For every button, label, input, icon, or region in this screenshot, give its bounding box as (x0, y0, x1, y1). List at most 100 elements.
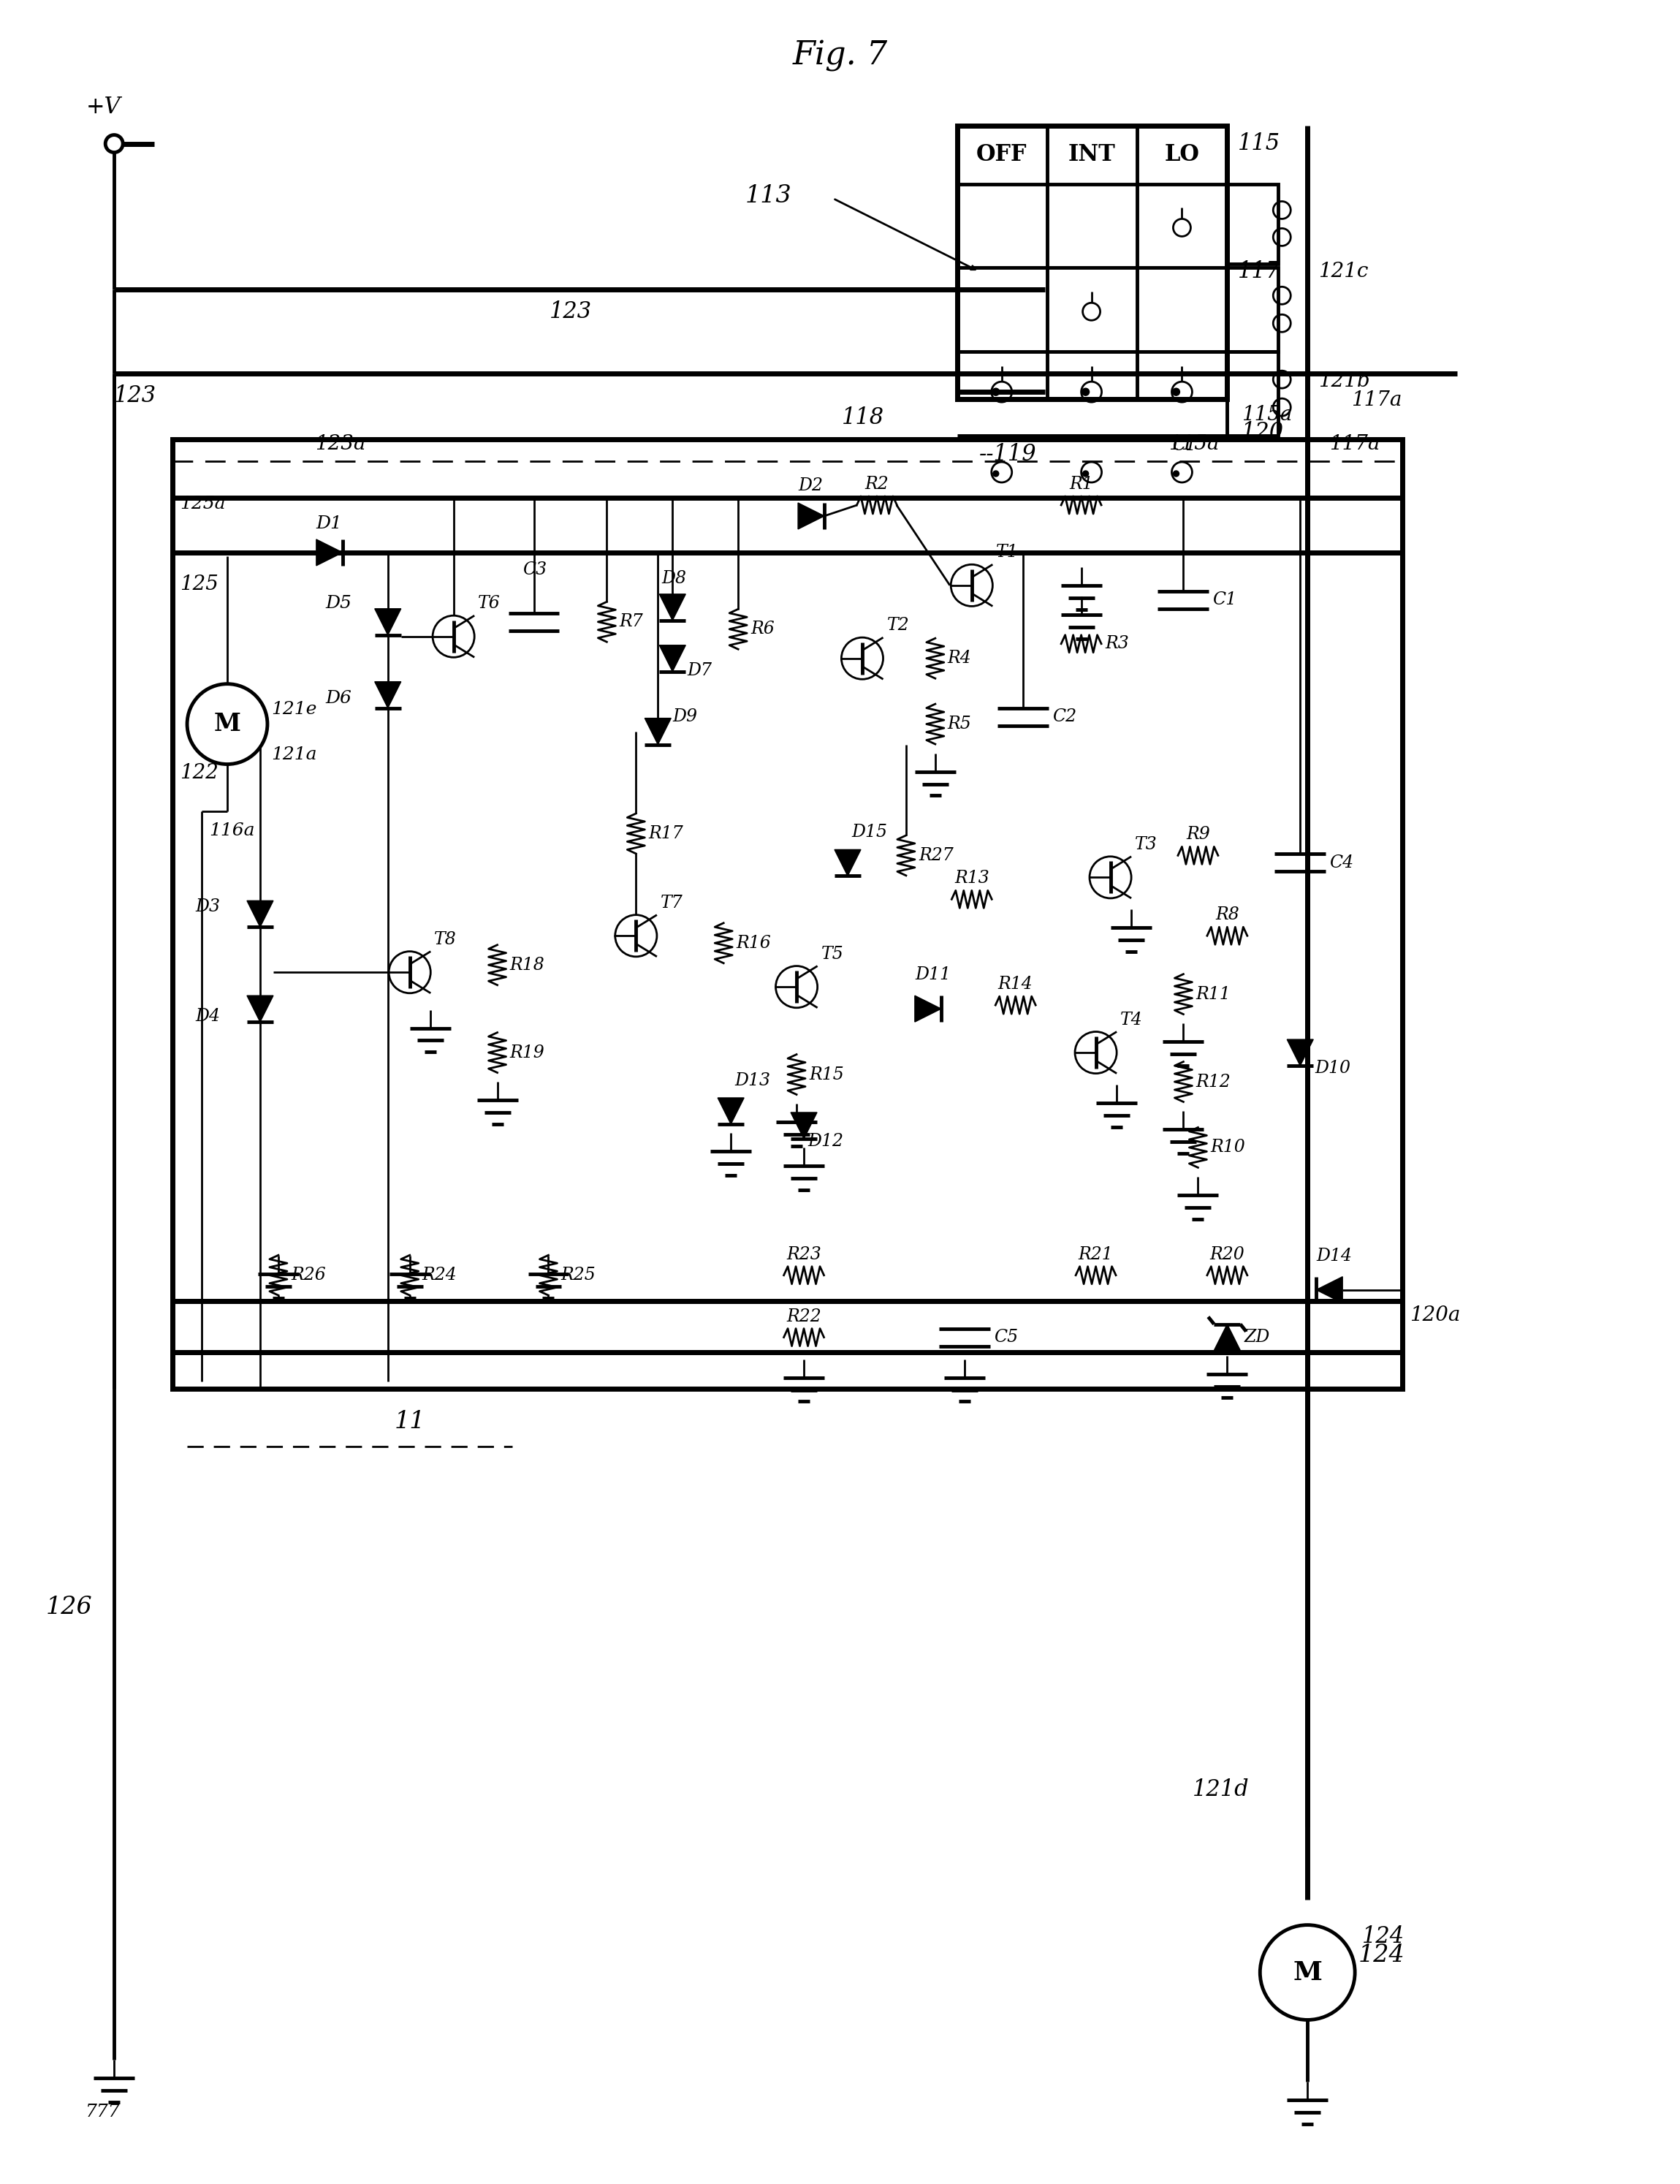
Text: --119: --119 (979, 443, 1037, 465)
Polygon shape (1215, 1324, 1240, 1350)
Text: R1: R1 (1068, 476, 1094, 494)
Text: 124: 124 (1362, 1924, 1404, 1948)
Text: 121b: 121b (1319, 371, 1369, 391)
Text: T6: T6 (479, 594, 501, 612)
Text: M: M (1294, 1959, 1322, 1985)
Text: D12: D12 (808, 1133, 843, 1149)
Text: R7: R7 (620, 614, 643, 631)
Text: D2: D2 (798, 478, 823, 494)
Text: R8: R8 (1215, 906, 1240, 924)
Text: 120a: 120a (1410, 1306, 1460, 1326)
Text: 121c: 121c (1319, 262, 1369, 282)
Text: LO: LO (1164, 144, 1200, 166)
Text: R5: R5 (948, 716, 971, 732)
Text: 120: 120 (1242, 422, 1284, 443)
Polygon shape (659, 594, 685, 620)
Polygon shape (247, 900, 274, 926)
Text: T1: T1 (996, 544, 1018, 561)
Text: R11: R11 (1196, 985, 1231, 1002)
Text: R4: R4 (948, 651, 971, 666)
Polygon shape (316, 539, 343, 566)
Circle shape (1082, 472, 1089, 476)
Text: R16: R16 (736, 935, 771, 952)
Text: 115: 115 (1238, 133, 1280, 155)
Text: M: M (213, 712, 240, 736)
Text: D9: D9 (672, 708, 697, 725)
Polygon shape (791, 1112, 816, 1138)
Text: R9: R9 (1186, 826, 1210, 843)
Text: OFF: OFF (976, 144, 1026, 166)
Bar (1226, 269, 1278, 352)
Text: 123: 123 (549, 301, 591, 323)
Text: R22: R22 (786, 1308, 822, 1326)
Text: C1: C1 (1173, 437, 1196, 454)
Text: R6: R6 (751, 620, 774, 638)
Text: D15: D15 (852, 823, 887, 841)
Text: R24: R24 (422, 1267, 457, 1284)
Polygon shape (375, 609, 402, 636)
Polygon shape (247, 996, 274, 1022)
Text: ZD: ZD (1243, 1328, 1270, 1345)
Text: R15: R15 (810, 1066, 843, 1083)
Text: T7: T7 (660, 895, 684, 911)
Text: D1: D1 (316, 515, 343, 533)
Polygon shape (798, 502, 825, 529)
Text: R21: R21 (1079, 1247, 1114, 1262)
Text: R26: R26 (291, 1267, 326, 1284)
Text: 117: 117 (1238, 260, 1280, 282)
Text: 125a: 125a (180, 496, 225, 513)
Polygon shape (375, 681, 402, 708)
Text: D7: D7 (687, 662, 712, 679)
Text: 118: 118 (842, 406, 884, 428)
Text: R10: R10 (1210, 1140, 1245, 1155)
Text: R13: R13 (954, 869, 990, 887)
Text: C3: C3 (522, 561, 548, 579)
Text: R20: R20 (1210, 1247, 1245, 1262)
Text: 121d: 121d (1193, 1778, 1250, 1802)
Text: R23: R23 (786, 1247, 822, 1262)
Text: C1: C1 (1213, 592, 1236, 609)
Text: R18: R18 (509, 957, 544, 974)
Polygon shape (916, 996, 941, 1022)
Text: 115a: 115a (1242, 404, 1292, 424)
Text: 124: 124 (1359, 1944, 1404, 1966)
Text: T8: T8 (433, 930, 457, 948)
Text: R2: R2 (865, 476, 889, 494)
Text: D13: D13 (734, 1072, 771, 1090)
Bar (1226, 183, 1278, 264)
Text: T4: T4 (1121, 1011, 1142, 1029)
Text: C5: C5 (993, 1328, 1018, 1345)
Text: 121e: 121e (270, 701, 316, 719)
Polygon shape (659, 644, 685, 670)
Circle shape (1173, 472, 1179, 476)
Polygon shape (1315, 1278, 1342, 1304)
Bar (958, 124, 1226, 400)
Text: 117a: 117a (1329, 435, 1379, 454)
Polygon shape (717, 1099, 744, 1125)
Text: C2: C2 (1052, 708, 1077, 725)
Text: R27: R27 (919, 847, 953, 865)
Text: D4: D4 (195, 1007, 220, 1024)
Bar (173, 439, 1403, 1389)
Text: 121a: 121a (270, 747, 318, 762)
Text: 115a: 115a (1169, 435, 1220, 454)
Text: D11: D11 (916, 965, 951, 983)
Text: T3: T3 (1136, 836, 1158, 852)
Text: 11: 11 (395, 1411, 425, 1433)
Text: R3: R3 (1105, 636, 1129, 653)
Polygon shape (1287, 1040, 1314, 1066)
Text: 117a: 117a (1351, 391, 1403, 411)
Bar (1226, 352, 1278, 435)
Polygon shape (835, 850, 860, 876)
Text: D8: D8 (662, 570, 687, 587)
Text: D3: D3 (195, 898, 220, 915)
Text: C4: C4 (1329, 854, 1354, 871)
Polygon shape (645, 719, 670, 745)
Text: R17: R17 (648, 826, 684, 843)
Circle shape (993, 472, 998, 476)
Text: T5: T5 (822, 946, 843, 963)
Text: Fig. 7: Fig. 7 (793, 39, 889, 72)
Text: INT: INT (1068, 144, 1116, 166)
Text: 113: 113 (746, 183, 791, 207)
Circle shape (1082, 389, 1089, 395)
